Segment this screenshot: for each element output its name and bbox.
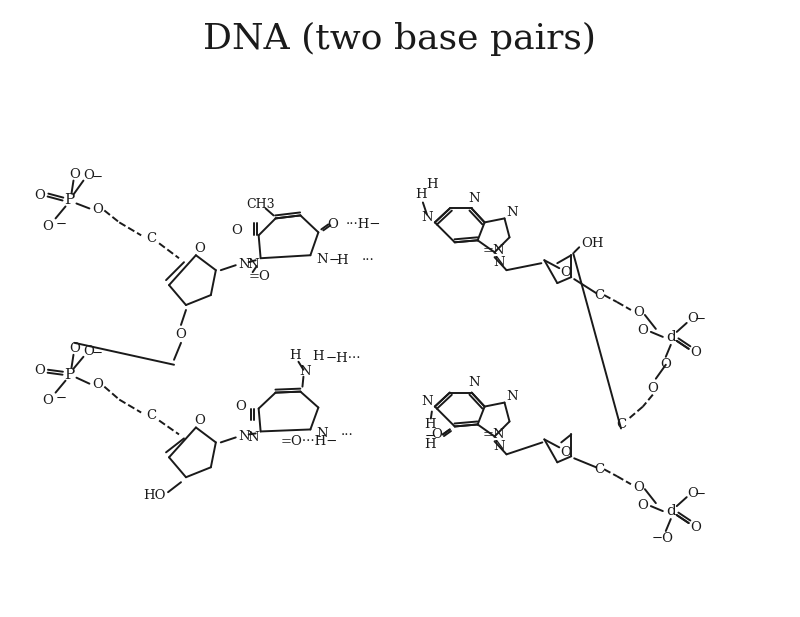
Text: H: H	[424, 418, 436, 431]
Text: O: O	[194, 414, 206, 427]
Text: P: P	[64, 194, 74, 207]
Text: O: O	[42, 394, 53, 407]
Text: N: N	[494, 255, 506, 269]
Text: O: O	[660, 358, 671, 371]
Text: H: H	[313, 350, 324, 363]
Text: N: N	[238, 430, 250, 443]
Text: C: C	[616, 418, 626, 431]
Text: N: N	[468, 192, 479, 205]
Text: H: H	[424, 438, 436, 451]
Text: O: O	[194, 242, 206, 255]
Text: O: O	[647, 382, 658, 395]
Text: C: C	[594, 463, 604, 476]
Text: d: d	[666, 504, 676, 518]
Text: H: H	[426, 178, 438, 191]
Text: OH: OH	[581, 237, 604, 250]
Text: O: O	[83, 169, 94, 182]
Text: −: −	[695, 487, 706, 500]
Text: O: O	[69, 342, 80, 355]
Text: O: O	[638, 325, 648, 337]
Text: H: H	[415, 188, 426, 201]
Text: O: O	[92, 378, 103, 391]
Text: O: O	[235, 400, 246, 413]
Text: C: C	[594, 289, 604, 302]
Text: N: N	[468, 376, 479, 389]
Text: N: N	[247, 258, 258, 271]
Text: N: N	[300, 365, 311, 378]
Text: O: O	[687, 487, 698, 500]
Text: N: N	[494, 440, 506, 453]
Text: −H···: −H···	[326, 352, 361, 365]
Text: N: N	[421, 211, 433, 224]
Text: O: O	[92, 203, 103, 216]
Text: C: C	[146, 232, 156, 245]
Text: ···: ···	[362, 254, 375, 267]
Text: =O: =O	[249, 270, 270, 283]
Text: −: −	[329, 254, 340, 267]
Text: −: −	[56, 218, 67, 231]
Text: CH3: CH3	[246, 198, 275, 211]
Text: P: P	[64, 368, 74, 382]
Text: C: C	[146, 409, 156, 422]
Text: −: −	[92, 171, 103, 184]
Text: O: O	[690, 346, 701, 359]
Text: −: −	[92, 347, 103, 360]
Text: −O: −O	[652, 532, 674, 545]
Text: O: O	[431, 428, 442, 441]
Text: N: N	[247, 431, 258, 444]
Text: N: N	[317, 427, 328, 440]
Text: O: O	[634, 481, 644, 494]
Text: O: O	[690, 521, 701, 534]
Text: O: O	[638, 499, 648, 511]
Text: O: O	[175, 328, 186, 341]
Text: O: O	[231, 224, 242, 237]
Text: HO: HO	[143, 489, 166, 502]
Text: d: d	[666, 330, 676, 344]
Text: ···: ···	[340, 429, 353, 442]
Text: N: N	[506, 206, 518, 219]
Text: O: O	[327, 218, 338, 231]
Text: O: O	[69, 168, 80, 181]
Text: ···H−: ···H−	[346, 218, 382, 231]
Text: H: H	[337, 254, 348, 267]
Text: O: O	[34, 189, 45, 202]
Text: O: O	[560, 266, 570, 279]
Text: N: N	[238, 258, 250, 271]
Text: =O···H−: =O···H−	[281, 435, 338, 448]
Text: N: N	[317, 253, 328, 266]
Text: =N: =N	[482, 244, 506, 257]
Text: −: −	[695, 313, 706, 326]
Text: O: O	[634, 307, 644, 320]
Text: O: O	[34, 364, 45, 377]
Text: −: −	[424, 430, 435, 443]
Text: N: N	[506, 390, 518, 403]
Text: H: H	[290, 349, 302, 362]
Text: O: O	[560, 446, 570, 459]
Text: =N: =N	[482, 428, 506, 441]
Text: O: O	[42, 220, 53, 233]
Text: O: O	[687, 312, 698, 325]
Text: −: −	[56, 392, 67, 405]
Text: DNA (two base pairs): DNA (two base pairs)	[203, 22, 597, 56]
Text: O: O	[83, 346, 94, 358]
Text: N: N	[421, 395, 433, 408]
